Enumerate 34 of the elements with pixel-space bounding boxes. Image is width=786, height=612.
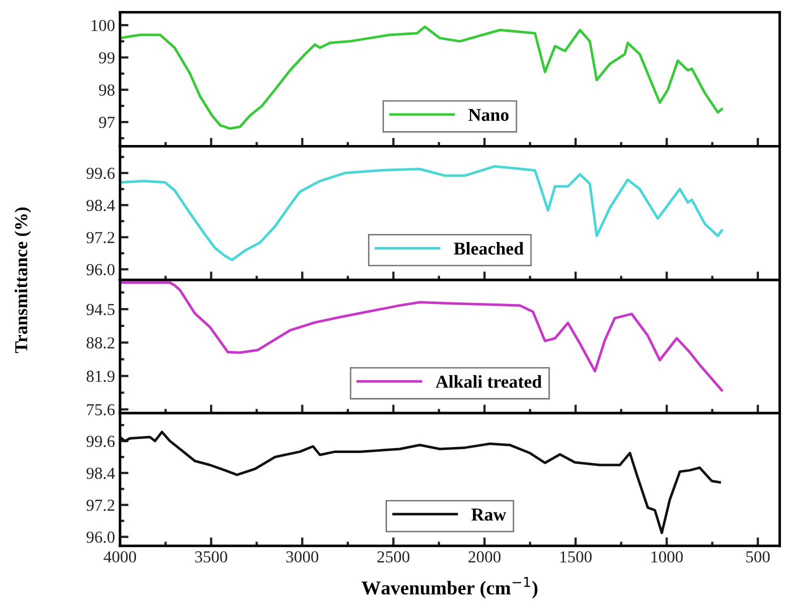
legend-label: Nano	[468, 108, 509, 121]
x-tick-label: 4000	[104, 551, 136, 562]
y-tick-label: 98.4	[86, 200, 115, 212]
y-tick-label: 99.6	[86, 168, 115, 180]
line-series	[120, 26, 724, 130]
x-tick-label: 1000	[652, 551, 683, 562]
x-axis-title: Wavenumber (cm$^{−1}$)	[362, 576, 538, 598]
y-tick-label: 75.6	[87, 404, 115, 416]
y-tick-label: 99.6	[86, 436, 115, 448]
y-tick-label: 98	[99, 84, 115, 96]
y-tick-label: 98.4	[86, 468, 115, 479]
y-tick-label: 97.2	[86, 500, 114, 511]
line-series	[120, 430, 722, 534]
line-series	[120, 165, 724, 262]
y-axis-title: Transmittance (%)	[14, 207, 31, 354]
x-tick-label: 2500	[377, 551, 410, 562]
y-tick-label: 88.2	[86, 337, 114, 349]
legend-label: Raw	[471, 508, 506, 521]
x-tick-label: 2000	[468, 551, 501, 562]
y-tick-label: 94.5	[86, 304, 115, 316]
y-tick-label: 81.9	[86, 370, 114, 382]
y-tick-label: 96.0	[86, 532, 115, 543]
x-tick-label: 3500	[195, 551, 228, 562]
x-tick-label: 500	[746, 551, 770, 562]
legend-label: Bleached	[454, 242, 524, 255]
line-series	[120, 281, 724, 392]
y-tick-label: 99	[99, 52, 114, 64]
legend-label: Alkali treated	[436, 375, 542, 388]
y-tick-label: 97	[99, 116, 115, 128]
x-tick-label: 1500	[560, 551, 592, 562]
y-tick-label: 100	[92, 20, 115, 32]
y-tick-label: 96.0	[86, 264, 115, 276]
x-tick-label: 3000	[286, 551, 318, 562]
y-tick-label: 97.2	[86, 232, 114, 244]
